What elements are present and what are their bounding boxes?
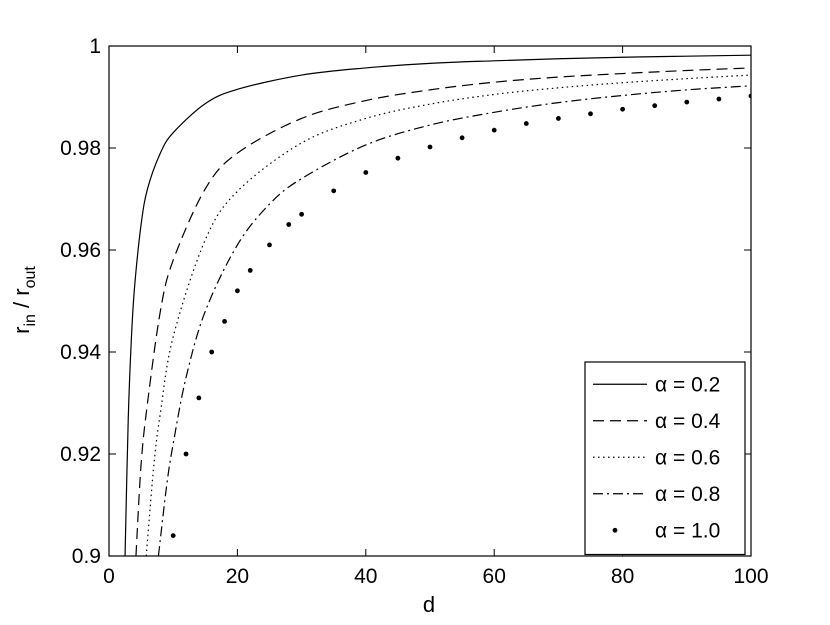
series-5-point xyxy=(395,155,401,161)
legend-marker xyxy=(612,527,618,533)
series-5-point xyxy=(183,451,189,457)
legend-label: α = 0.2 xyxy=(655,373,720,396)
plot-frame xyxy=(108,45,752,557)
series-layer xyxy=(124,54,751,556)
series-5-point xyxy=(459,135,465,141)
series-2-line xyxy=(135,67,751,556)
series-5-point xyxy=(491,127,497,133)
series-5-point xyxy=(652,103,658,109)
legend-label: α = 0.8 xyxy=(655,483,720,506)
legend-label: α = 0.4 xyxy=(655,410,721,433)
x-tick-label: 100 xyxy=(733,565,768,588)
series-5-point xyxy=(427,144,433,150)
series-5-point xyxy=(556,116,561,121)
series-5-point xyxy=(170,533,176,538)
x-tick-label: 20 xyxy=(226,565,249,588)
legend-item-3: α = 0.6 xyxy=(593,446,720,469)
x-tick-label: 0 xyxy=(103,565,115,588)
legend: α = 0.2 α = 0.4 α = 0.6 α = 0.8 α = 1.0 xyxy=(584,361,746,556)
series-3-line xyxy=(145,74,751,556)
y-axis-label-sep: / xyxy=(9,296,34,314)
y-axis-label-r2: r xyxy=(9,288,34,295)
series-5-point xyxy=(620,106,625,112)
axes-layer: 0 20 40 60 80 100 0.9 0.92 0.94 0.96 0.98 1 xyxy=(60,35,768,588)
legend-item-2: α = 0.4 xyxy=(593,410,721,433)
series-5-point xyxy=(684,99,690,105)
series-1-line xyxy=(124,54,751,556)
series-5-point xyxy=(235,288,240,294)
legend-label: α = 0.6 xyxy=(655,446,720,469)
series-4-line xyxy=(157,85,751,556)
legend-label: α = 1.0 xyxy=(655,519,720,542)
series-group xyxy=(124,54,751,556)
x-tick-label: 60 xyxy=(483,565,506,588)
y-axis-label-sub2: out xyxy=(22,266,39,289)
series-5-points xyxy=(170,93,751,538)
series-5-point xyxy=(209,349,215,355)
series-5-point xyxy=(588,111,593,117)
series-5-point xyxy=(299,211,304,217)
x-tick-label: 80 xyxy=(611,565,634,588)
series-5-point xyxy=(247,268,253,273)
series-5-point xyxy=(523,121,529,126)
y-tick-label: 0.9 xyxy=(72,545,101,568)
x-tick-label: 40 xyxy=(354,565,377,588)
series-5-point xyxy=(716,96,722,102)
x-axis-label: d xyxy=(423,592,435,617)
series-5-point xyxy=(222,319,227,324)
y-tick-label: 0.98 xyxy=(60,137,101,160)
series-5-point xyxy=(331,188,337,194)
series-5-point xyxy=(286,222,292,227)
y-tick-label: 0.96 xyxy=(60,239,101,262)
legend-item-5: α = 1.0 xyxy=(612,519,720,542)
series-5-point xyxy=(267,242,272,248)
y-axis-label-sub1: in xyxy=(22,314,39,326)
legend-item-4: α = 0.8 xyxy=(593,483,720,506)
series-5-point xyxy=(196,395,202,401)
series-5-point xyxy=(363,170,369,175)
y-axis-label-r1: r xyxy=(9,327,34,334)
legend-box xyxy=(584,361,746,556)
y-tick-label: 0.94 xyxy=(60,341,101,364)
y-tick-label: 0.92 xyxy=(60,443,101,466)
legend-item-1: α = 0.2 xyxy=(593,373,720,396)
y-tick-label: 1 xyxy=(89,35,101,58)
y-axis-label: rin / rout xyxy=(9,266,39,334)
